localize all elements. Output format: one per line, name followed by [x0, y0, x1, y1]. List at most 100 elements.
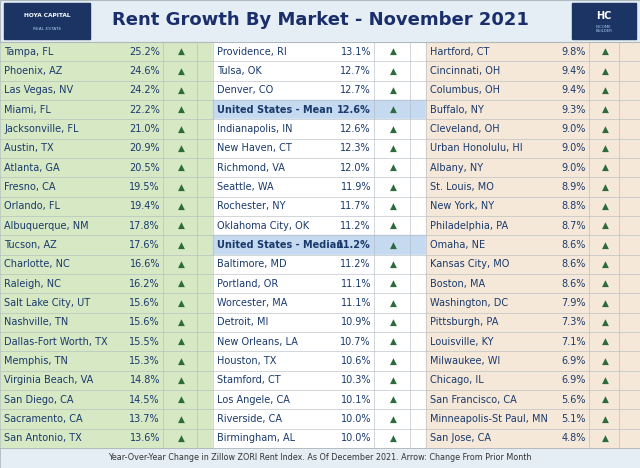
- Bar: [213, 274, 426, 293]
- Text: Indianapolis, IN: Indianapolis, IN: [217, 124, 292, 134]
- Text: New York, NY: New York, NY: [430, 201, 494, 212]
- Text: ▲: ▲: [390, 86, 396, 95]
- Bar: [0, 371, 213, 390]
- Text: ▲: ▲: [390, 279, 396, 288]
- Text: 4.8%: 4.8%: [562, 433, 586, 443]
- Text: ▲: ▲: [177, 183, 184, 191]
- Text: 11.1%: 11.1%: [340, 278, 371, 289]
- Text: ▲: ▲: [390, 144, 396, 153]
- Text: Fresno, CA: Fresno, CA: [4, 182, 56, 192]
- Bar: [426, 177, 640, 197]
- Bar: [426, 293, 640, 313]
- Text: 10.9%: 10.9%: [340, 317, 371, 327]
- Text: ▲: ▲: [602, 202, 609, 211]
- Text: Kansas City, MO: Kansas City, MO: [430, 259, 509, 269]
- Text: Tucson, AZ: Tucson, AZ: [4, 240, 57, 250]
- Text: Cleveland, OH: Cleveland, OH: [430, 124, 500, 134]
- Bar: [0, 158, 213, 177]
- Bar: [213, 216, 426, 235]
- Text: 13.1%: 13.1%: [340, 47, 371, 57]
- Bar: [213, 197, 426, 216]
- Text: 19.5%: 19.5%: [129, 182, 160, 192]
- Bar: [426, 197, 640, 216]
- Bar: [426, 235, 640, 255]
- Text: ▲: ▲: [390, 415, 396, 424]
- Text: 8.9%: 8.9%: [562, 182, 586, 192]
- Text: ▲: ▲: [602, 376, 609, 385]
- Text: 12.3%: 12.3%: [340, 143, 371, 154]
- Text: ▲: ▲: [602, 86, 609, 95]
- Text: Philadelphia, PA: Philadelphia, PA: [430, 221, 508, 231]
- Text: 11.1%: 11.1%: [340, 298, 371, 308]
- Text: 13.6%: 13.6%: [129, 433, 160, 443]
- Text: Phoenix, AZ: Phoenix, AZ: [4, 66, 62, 76]
- Bar: [0, 351, 213, 371]
- Bar: [0, 313, 213, 332]
- Text: 7.1%: 7.1%: [561, 336, 586, 347]
- Text: 5.6%: 5.6%: [561, 395, 586, 405]
- Text: ▲: ▲: [390, 376, 396, 385]
- Text: New Orleans, LA: New Orleans, LA: [217, 336, 298, 347]
- Text: Tulsa, OK: Tulsa, OK: [217, 66, 262, 76]
- Text: 12.7%: 12.7%: [340, 66, 371, 76]
- Text: Boston, MA: Boston, MA: [430, 278, 485, 289]
- Text: St. Louis, MO: St. Louis, MO: [430, 182, 494, 192]
- Bar: [0, 42, 213, 61]
- Bar: [426, 255, 640, 274]
- Text: 11.9%: 11.9%: [340, 182, 371, 192]
- Text: ▲: ▲: [602, 163, 609, 172]
- Text: ▲: ▲: [602, 260, 609, 269]
- Bar: [0, 255, 213, 274]
- Bar: [213, 410, 426, 429]
- Text: ▲: ▲: [390, 299, 396, 307]
- Text: Tampa, FL: Tampa, FL: [4, 47, 53, 57]
- Text: Washington, DC: Washington, DC: [430, 298, 508, 308]
- Text: 10.1%: 10.1%: [340, 395, 371, 405]
- Text: ▲: ▲: [390, 434, 396, 443]
- Bar: [0, 410, 213, 429]
- Text: ▲: ▲: [602, 221, 609, 230]
- Text: San Diego, CA: San Diego, CA: [4, 395, 74, 405]
- Text: Providence, RI: Providence, RI: [217, 47, 287, 57]
- Text: Birmingham, AL: Birmingham, AL: [217, 433, 295, 443]
- Bar: [213, 177, 426, 197]
- Text: Portland, OR: Portland, OR: [217, 278, 278, 289]
- Text: Hartford, CT: Hartford, CT: [430, 47, 490, 57]
- Text: ▲: ▲: [602, 395, 609, 404]
- Text: ▲: ▲: [177, 434, 184, 443]
- Text: ▲: ▲: [602, 66, 609, 75]
- Text: 14.5%: 14.5%: [129, 395, 160, 405]
- Text: Seattle, WA: Seattle, WA: [217, 182, 274, 192]
- Text: 9.0%: 9.0%: [562, 143, 586, 154]
- Text: Albany, NY: Albany, NY: [430, 163, 483, 173]
- Text: Salt Lake City, UT: Salt Lake City, UT: [4, 298, 90, 308]
- Text: ▲: ▲: [602, 434, 609, 443]
- Bar: [426, 42, 640, 61]
- Bar: [0, 0, 640, 42]
- Text: Columbus, OH: Columbus, OH: [430, 85, 500, 95]
- Bar: [0, 429, 213, 448]
- Text: Orlando, FL: Orlando, FL: [4, 201, 60, 212]
- Text: ▲: ▲: [390, 357, 396, 366]
- Text: ▲: ▲: [390, 183, 396, 191]
- Text: 19.4%: 19.4%: [129, 201, 160, 212]
- Text: ▲: ▲: [390, 395, 396, 404]
- Text: United States - Median: United States - Median: [217, 240, 343, 250]
- Text: Riverside, CA: Riverside, CA: [217, 414, 282, 424]
- Text: ▲: ▲: [177, 357, 184, 366]
- Bar: [0, 139, 213, 158]
- Text: Nashville, TN: Nashville, TN: [4, 317, 68, 327]
- Text: Buffalo, NY: Buffalo, NY: [430, 105, 484, 115]
- Text: ▲: ▲: [177, 66, 184, 75]
- Text: ▲: ▲: [177, 86, 184, 95]
- Text: 12.7%: 12.7%: [340, 85, 371, 95]
- Text: Year-Over-Year Change in Zillow ZORI Rent Index. As Of December 2021. Arrow: Cha: Year-Over-Year Change in Zillow ZORI Ren…: [108, 453, 532, 462]
- Text: 11.2%: 11.2%: [340, 221, 371, 231]
- Text: ▲: ▲: [390, 163, 396, 172]
- Text: San Francisco, CA: San Francisco, CA: [430, 395, 516, 405]
- Text: 6.9%: 6.9%: [562, 356, 586, 366]
- Text: ▲: ▲: [390, 202, 396, 211]
- Text: ▲: ▲: [390, 47, 396, 56]
- Text: 8.7%: 8.7%: [561, 221, 586, 231]
- Bar: [0, 332, 213, 351]
